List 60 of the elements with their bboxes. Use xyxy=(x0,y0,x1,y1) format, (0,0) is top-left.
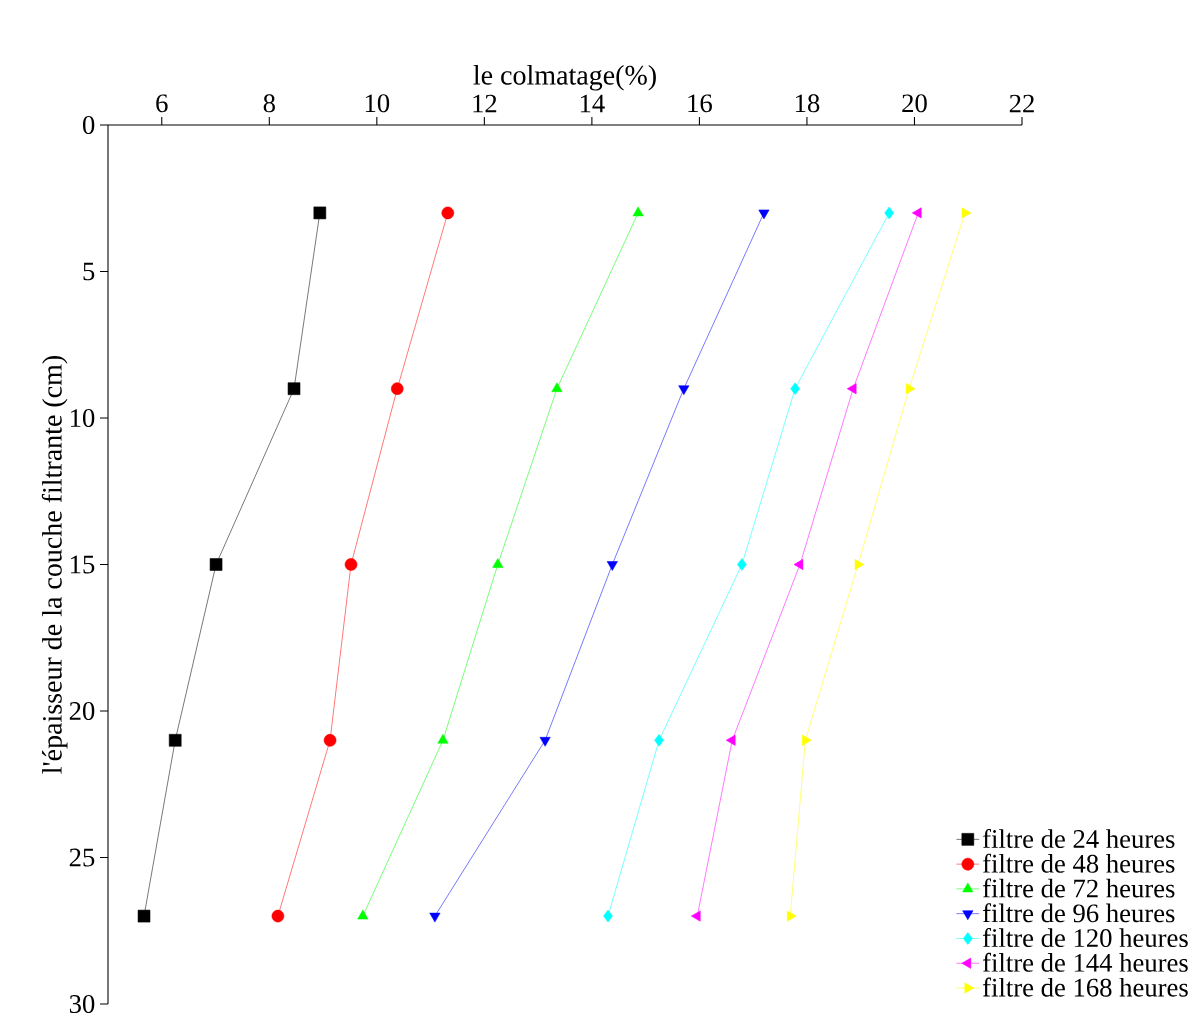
point xyxy=(390,382,404,395)
point xyxy=(551,382,563,392)
x-tick-label: 18 xyxy=(795,94,820,113)
x-tick-label: 14 xyxy=(580,94,605,113)
point xyxy=(606,561,618,571)
point xyxy=(911,207,922,219)
point xyxy=(209,558,223,571)
point xyxy=(441,206,455,220)
point xyxy=(884,206,894,220)
point xyxy=(539,737,551,747)
y-tick-label: 20 xyxy=(69,702,95,720)
legend-label: filtre de 24 heures xyxy=(982,828,1175,848)
x-tick-label: 20 xyxy=(902,94,927,113)
point xyxy=(725,734,736,746)
legend-label: filtre de 120 heures xyxy=(982,928,1188,948)
point xyxy=(961,207,972,219)
legend-label: filtre de 144 heures xyxy=(982,952,1188,972)
point xyxy=(429,912,441,923)
x-tick-label: 16 xyxy=(688,94,712,113)
x-tick-label: 8 xyxy=(263,94,275,113)
point xyxy=(137,909,151,923)
y-tick-label: 25 xyxy=(69,848,95,867)
point xyxy=(632,206,644,217)
x-tick-label: 12 xyxy=(473,94,497,113)
point xyxy=(357,909,369,920)
point xyxy=(437,734,449,744)
legend-label: filtre de 96 heures xyxy=(982,903,1175,923)
point xyxy=(802,734,812,746)
legend-label: filtre de 72 heures xyxy=(982,878,1175,898)
point xyxy=(344,558,358,571)
point xyxy=(492,558,504,568)
point xyxy=(790,382,800,395)
point xyxy=(787,910,797,922)
y-tick-label: 30 xyxy=(69,995,95,1013)
legend-label: filtre de 168 heures xyxy=(982,977,1188,997)
y-tick-label: 10 xyxy=(70,409,95,427)
y-axis-title: l'épaisseur de la couche filtrante (cm) xyxy=(41,356,68,774)
point xyxy=(271,909,285,923)
legend-label: filtre de 48 heures xyxy=(982,853,1175,873)
point xyxy=(323,734,337,747)
point xyxy=(654,734,664,747)
point xyxy=(737,558,747,571)
x-tick-label: 10 xyxy=(365,94,390,113)
point xyxy=(603,909,613,923)
point xyxy=(758,209,770,220)
y-tick-label: 5 xyxy=(83,262,95,281)
x-axis-title: le colmatage(%) xyxy=(473,65,656,91)
point xyxy=(287,382,301,395)
point xyxy=(846,383,857,395)
point xyxy=(905,383,916,395)
point xyxy=(793,559,804,570)
y-tick-label: 15 xyxy=(70,555,95,574)
point xyxy=(168,734,182,747)
point xyxy=(691,910,701,922)
x-tick-label: 22 xyxy=(1009,94,1034,113)
y-tick-label: 0 xyxy=(82,116,95,134)
point xyxy=(854,559,865,570)
x-tick-label: 6 xyxy=(156,94,168,113)
point xyxy=(678,385,690,395)
point xyxy=(313,206,327,220)
